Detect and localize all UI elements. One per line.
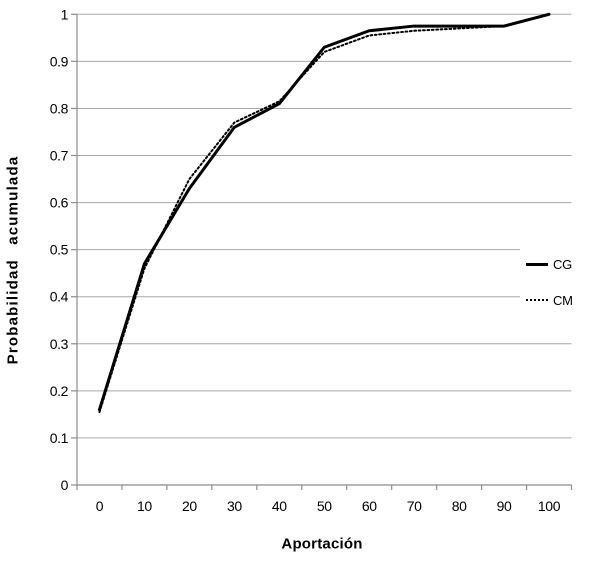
- legend-entry-cm: CM: [520, 282, 602, 318]
- x-tick-label: 50: [317, 498, 332, 514]
- cg-solid-line-marker: [526, 262, 548, 266]
- x-tick-label: 70: [407, 498, 422, 514]
- y-tick-label: 0.1: [50, 430, 69, 446]
- y-tick-label: 0.8: [50, 100, 69, 116]
- legend-label-cg: CG: [553, 256, 572, 272]
- cg-series-line: [97, 12, 551, 412]
- x-tick-label: 60: [362, 498, 377, 514]
- x-axis-title: Aportación: [281, 535, 363, 553]
- legend: CG CM: [520, 246, 602, 318]
- x-tick-label: 90: [497, 498, 512, 514]
- y-tick-label: 0.5: [50, 242, 69, 258]
- legend-entry-cg: CG: [520, 246, 602, 282]
- x-tick-label: 0: [96, 498, 104, 514]
- x-tick-label: 30: [227, 498, 242, 514]
- cm-dotted-line-marker: [526, 299, 548, 301]
- y-tick-label: 0.7: [50, 148, 69, 164]
- y-tick-label: 0.9: [50, 53, 69, 69]
- y-axis-title: Probabilidad acumulada: [4, 155, 22, 365]
- x-tick-label: 40: [272, 498, 287, 514]
- y-tick-label: 0.6: [50, 195, 69, 211]
- cm-series-line: [98, 13, 551, 414]
- y-tick-label: 0.3: [50, 336, 69, 352]
- x-tick-label: 10: [137, 498, 152, 514]
- legend-label-cm: CM: [553, 292, 573, 308]
- y-tick-label: 0.4: [50, 289, 69, 305]
- x-tick-label: 80: [452, 498, 467, 514]
- y-tick-label: 1: [61, 6, 69, 22]
- y-tick-label: 0: [61, 477, 69, 493]
- x-tick-label: 100: [538, 498, 561, 514]
- x-tick-label: 20: [182, 498, 197, 514]
- y-tick-label: 0.2: [50, 383, 69, 399]
